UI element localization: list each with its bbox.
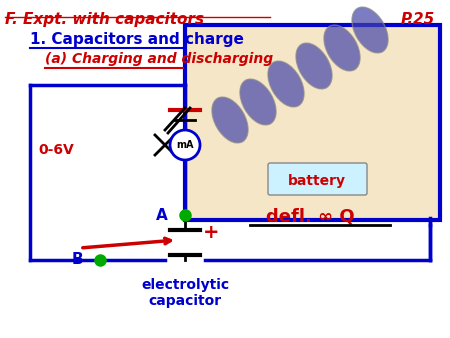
Text: 0-6V: 0-6V [38, 143, 74, 157]
Text: battery: battery [288, 174, 346, 188]
FancyBboxPatch shape [268, 163, 367, 195]
Ellipse shape [352, 7, 388, 53]
Ellipse shape [296, 43, 332, 89]
Text: electrolytic
capacitor: electrolytic capacitor [141, 278, 229, 308]
Text: B: B [72, 252, 83, 267]
Ellipse shape [240, 79, 276, 125]
Text: A: A [156, 208, 168, 222]
Text: defl. ∞ Q: defl. ∞ Q [266, 207, 354, 225]
Text: (a) Charging and discharging: (a) Charging and discharging [45, 52, 273, 66]
Circle shape [170, 130, 200, 160]
Ellipse shape [268, 61, 304, 107]
Ellipse shape [212, 97, 248, 143]
Text: mA: mA [176, 140, 194, 150]
Text: F. Expt. with capacitors: F. Expt. with capacitors [5, 12, 204, 27]
Bar [185, 25, 440, 220]
Ellipse shape [324, 25, 360, 71]
Text: +: + [203, 222, 220, 241]
Text: P.25: P.25 [401, 12, 435, 27]
Text: 1. Capacitors and charge: 1. Capacitors and charge [30, 32, 244, 47]
